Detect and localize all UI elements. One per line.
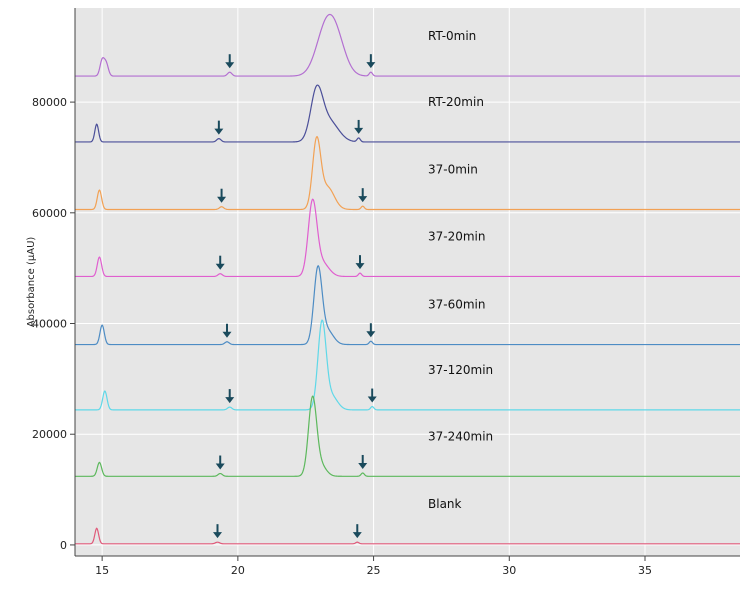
- peak-arrow: [215, 255, 225, 270]
- peak-arrow: [213, 524, 222, 539]
- peak-arrow: [354, 119, 364, 134]
- series-label: 37-60min: [428, 298, 486, 312]
- peak-arrow: [225, 54, 235, 69]
- y-tick-label: 40000: [32, 318, 67, 331]
- x-tick-label: 35: [638, 564, 652, 577]
- series-label: RT-20min: [428, 95, 484, 109]
- peak-arrow: [225, 389, 235, 404]
- series-label: 37-240min: [428, 429, 493, 443]
- series-line: [75, 13, 740, 77]
- y-axis-label: Absorbance (µAU): [26, 237, 37, 328]
- series-line: [75, 527, 740, 545]
- peak-arrow: [355, 255, 365, 270]
- x-tick-label: 20: [231, 564, 245, 577]
- series-line: [75, 135, 740, 211]
- series-line: [75, 198, 740, 278]
- series-line: [75, 319, 740, 411]
- series-label: 37-120min: [428, 363, 493, 377]
- series-label: RT-0min: [428, 29, 476, 43]
- x-tick-label: 25: [367, 564, 381, 577]
- peak-arrow: [215, 455, 225, 470]
- y-tick-label: 0: [60, 539, 67, 552]
- plot-background: [75, 8, 740, 556]
- series-line: [75, 395, 740, 477]
- series-label: 37-20min: [428, 229, 486, 243]
- axes: 15 20 25 30 35 0 20000 40000 60000 80000: [32, 8, 740, 577]
- peak-arrow: [367, 388, 377, 403]
- peak-arrow: [366, 54, 376, 69]
- peak-arrow: [352, 524, 362, 539]
- y-tick-label: 20000: [32, 428, 67, 441]
- series-label: Blank: [428, 497, 462, 511]
- peak-arrow: [358, 188, 368, 203]
- peak-arrow: [358, 454, 368, 469]
- series-line: [75, 264, 740, 346]
- peak-arrow: [217, 188, 227, 203]
- series-labels: RT-0min RT-20min 37-0min 37-20min 37-60min 37…: [428, 29, 493, 511]
- series-line: [75, 84, 740, 143]
- series-label: 37-0min: [428, 162, 478, 176]
- grid: [75, 8, 740, 556]
- peak-arrow: [222, 323, 232, 338]
- peak-arrow: [366, 323, 376, 338]
- x-tick-label: 30: [502, 564, 516, 577]
- peak-arrow: [214, 120, 224, 135]
- arrows: [213, 54, 377, 539]
- traces: [75, 13, 740, 545]
- y-tick-label: 60000: [32, 207, 67, 220]
- x-tick-label: 15: [95, 564, 109, 577]
- y-tick-label: 80000: [32, 96, 67, 109]
